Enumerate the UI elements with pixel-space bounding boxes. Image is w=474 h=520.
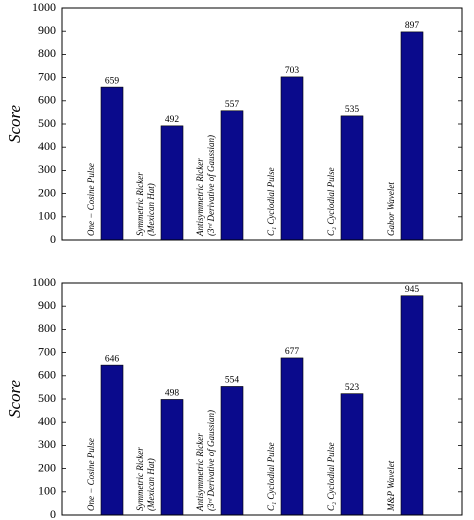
- category-label: C₂ Cyclodial Pulse: [326, 167, 336, 236]
- plot-frame: [61, 282, 463, 516]
- value-label: 703: [285, 66, 300, 76]
- y-tick-label: 100: [38, 209, 56, 223]
- bar: [100, 86, 124, 241]
- plot-frame: [61, 7, 463, 241]
- y-tick-label: 500: [38, 391, 56, 405]
- category-label: Antisymmetric Ricker: [195, 158, 205, 237]
- category-label: Symmetric Ricker: [135, 447, 145, 511]
- bar: [280, 357, 304, 516]
- bar: [280, 76, 304, 241]
- y-tick-label: 800: [38, 46, 56, 60]
- y-tick-label: 200: [38, 460, 56, 474]
- category-label: C₁ Cyclodial Pulse: [266, 442, 276, 511]
- y-tick-label: 400: [38, 139, 56, 153]
- value-label: 557: [225, 100, 240, 110]
- y-tick-label: 600: [38, 368, 56, 382]
- value-label: 523: [345, 383, 360, 393]
- bar: [160, 399, 184, 516]
- y-tick-label: 500: [38, 116, 56, 130]
- value-label: 659: [105, 76, 120, 86]
- value-label: 498: [165, 389, 180, 399]
- y-tick-label: 600: [38, 93, 56, 107]
- value-label: 554: [225, 376, 240, 386]
- category-label: One − Cosine Pulse: [86, 438, 96, 511]
- y-tick-label: 0: [50, 232, 56, 246]
- category-label: C₂ Cyclodial Pulse: [326, 442, 336, 511]
- bar: [340, 115, 364, 241]
- y-tick-label: 700: [38, 69, 56, 83]
- value-label: 945: [405, 285, 420, 295]
- y-tick-label: 900: [38, 298, 56, 312]
- y-tick-label: 700: [38, 344, 56, 358]
- y-tick-label: 800: [38, 321, 56, 335]
- y-axis-label: Score: [5, 105, 24, 144]
- y-tick-label: 1000: [32, 0, 56, 14]
- bar: [340, 393, 364, 516]
- y-tick-label: 100: [38, 484, 56, 498]
- value-label: 646: [105, 354, 120, 364]
- value-label: 677: [285, 347, 300, 357]
- category-label: (Mexican Hat): [146, 183, 156, 236]
- category-label: Gabor Wavelet: [386, 182, 396, 236]
- bar: [220, 110, 244, 241]
- value-label: 897: [405, 21, 420, 31]
- category-label: Symmetric Ricker: [135, 172, 145, 236]
- bar: [220, 386, 244, 516]
- category-label: M&P Wavelet: [386, 460, 396, 512]
- category-label: (Mexican Hat): [146, 458, 156, 511]
- bar: [100, 364, 124, 516]
- bar: [160, 125, 184, 241]
- bar: [400, 295, 424, 516]
- value-label: 535: [345, 105, 360, 115]
- y-tick-label: 300: [38, 437, 56, 451]
- value-label: 492: [165, 115, 180, 125]
- y-tick-label: 900: [38, 23, 56, 37]
- y-tick-label: 0: [50, 507, 56, 520]
- y-tick-label: 1000: [32, 275, 56, 289]
- y-tick-label: 300: [38, 162, 56, 176]
- y-tick-label: 400: [38, 414, 56, 428]
- category-label: (3ʳᵈ Derivative of Gaussian): [206, 410, 216, 511]
- category-label: One − Cosine Pulse: [86, 163, 96, 236]
- bar: [400, 31, 424, 241]
- y-axis-label: Score: [5, 380, 24, 419]
- category-label: C₁ Cyclodial Pulse: [266, 167, 276, 236]
- category-label: (3ʳᵈ Derivative of Gaussian): [206, 135, 216, 236]
- category-label: Antisymmetric Ricker: [195, 433, 205, 512]
- y-tick-label: 200: [38, 185, 56, 199]
